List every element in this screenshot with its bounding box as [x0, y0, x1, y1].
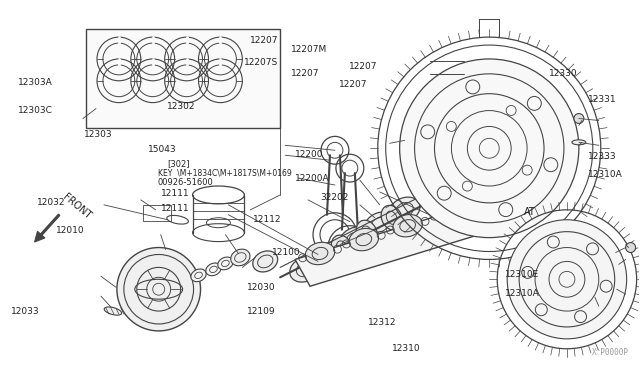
Circle shape — [507, 220, 627, 339]
Text: 12200: 12200 — [294, 150, 323, 159]
Text: 12310A: 12310A — [588, 170, 622, 179]
Text: 12310E: 12310E — [505, 270, 539, 279]
Text: 12010: 12010 — [56, 226, 84, 235]
Ellipse shape — [381, 205, 402, 230]
Text: 12207M: 12207M — [291, 45, 328, 54]
Ellipse shape — [290, 257, 321, 282]
Text: 12310A: 12310A — [505, 289, 540, 298]
Ellipse shape — [349, 228, 378, 251]
Text: 12032: 12032 — [36, 198, 65, 207]
Ellipse shape — [218, 257, 233, 270]
Text: 12207: 12207 — [250, 36, 278, 45]
Circle shape — [399, 59, 579, 238]
Ellipse shape — [305, 242, 335, 265]
Text: 12111: 12111 — [161, 189, 189, 198]
Ellipse shape — [364, 212, 395, 237]
Ellipse shape — [572, 140, 586, 145]
Text: 12112: 12112 — [253, 215, 282, 224]
Text: X^P0000P: X^P0000P — [591, 348, 628, 357]
Ellipse shape — [104, 307, 122, 315]
Text: 15043: 15043 — [148, 145, 177, 154]
Text: 12030: 12030 — [246, 283, 275, 292]
Text: 12111: 12111 — [161, 203, 189, 213]
Text: 12310: 12310 — [392, 344, 420, 353]
Polygon shape — [295, 188, 544, 286]
Bar — [86, 29, 280, 128]
Text: 12100: 12100 — [272, 248, 301, 257]
Text: AT: AT — [524, 207, 536, 217]
Text: 12200A: 12200A — [294, 174, 329, 183]
Text: 12033: 12033 — [11, 307, 40, 316]
Text: KEY  \M+1834C\M+1817S\M+0169: KEY \M+1834C\M+1817S\M+0169 — [157, 169, 291, 177]
Text: 12303C: 12303C — [17, 106, 52, 115]
Ellipse shape — [436, 201, 466, 223]
Text: 32202: 32202 — [320, 193, 348, 202]
Text: FRONT: FRONT — [61, 192, 93, 221]
Text: 12302: 12302 — [167, 102, 196, 111]
Ellipse shape — [332, 235, 353, 260]
Text: 12109: 12109 — [246, 307, 275, 316]
Ellipse shape — [340, 227, 370, 252]
Text: [302]: [302] — [167, 159, 189, 169]
Text: 12330: 12330 — [549, 69, 578, 78]
Ellipse shape — [206, 263, 221, 276]
Ellipse shape — [307, 250, 328, 275]
Bar — [143, 205, 171, 221]
Ellipse shape — [315, 242, 345, 267]
Ellipse shape — [230, 249, 250, 266]
Ellipse shape — [393, 215, 422, 237]
Ellipse shape — [191, 269, 206, 282]
Text: 12207: 12207 — [349, 61, 377, 71]
Text: 12207S: 12207S — [244, 58, 278, 67]
Circle shape — [626, 243, 636, 253]
Text: 12303A: 12303A — [18, 78, 52, 87]
Text: 12207: 12207 — [339, 80, 367, 89]
Ellipse shape — [481, 187, 510, 209]
Text: 12207: 12207 — [291, 69, 320, 78]
Circle shape — [574, 113, 584, 124]
Text: 12303: 12303 — [84, 130, 113, 139]
Text: 12331: 12331 — [588, 95, 616, 104]
FancyArrow shape — [35, 214, 60, 242]
Ellipse shape — [253, 251, 278, 272]
Text: 12333: 12333 — [588, 152, 616, 161]
Circle shape — [117, 247, 200, 331]
Ellipse shape — [356, 220, 378, 245]
Text: 00926-51600: 00926-51600 — [157, 178, 213, 187]
Text: 12312: 12312 — [368, 318, 396, 327]
Ellipse shape — [389, 197, 420, 222]
